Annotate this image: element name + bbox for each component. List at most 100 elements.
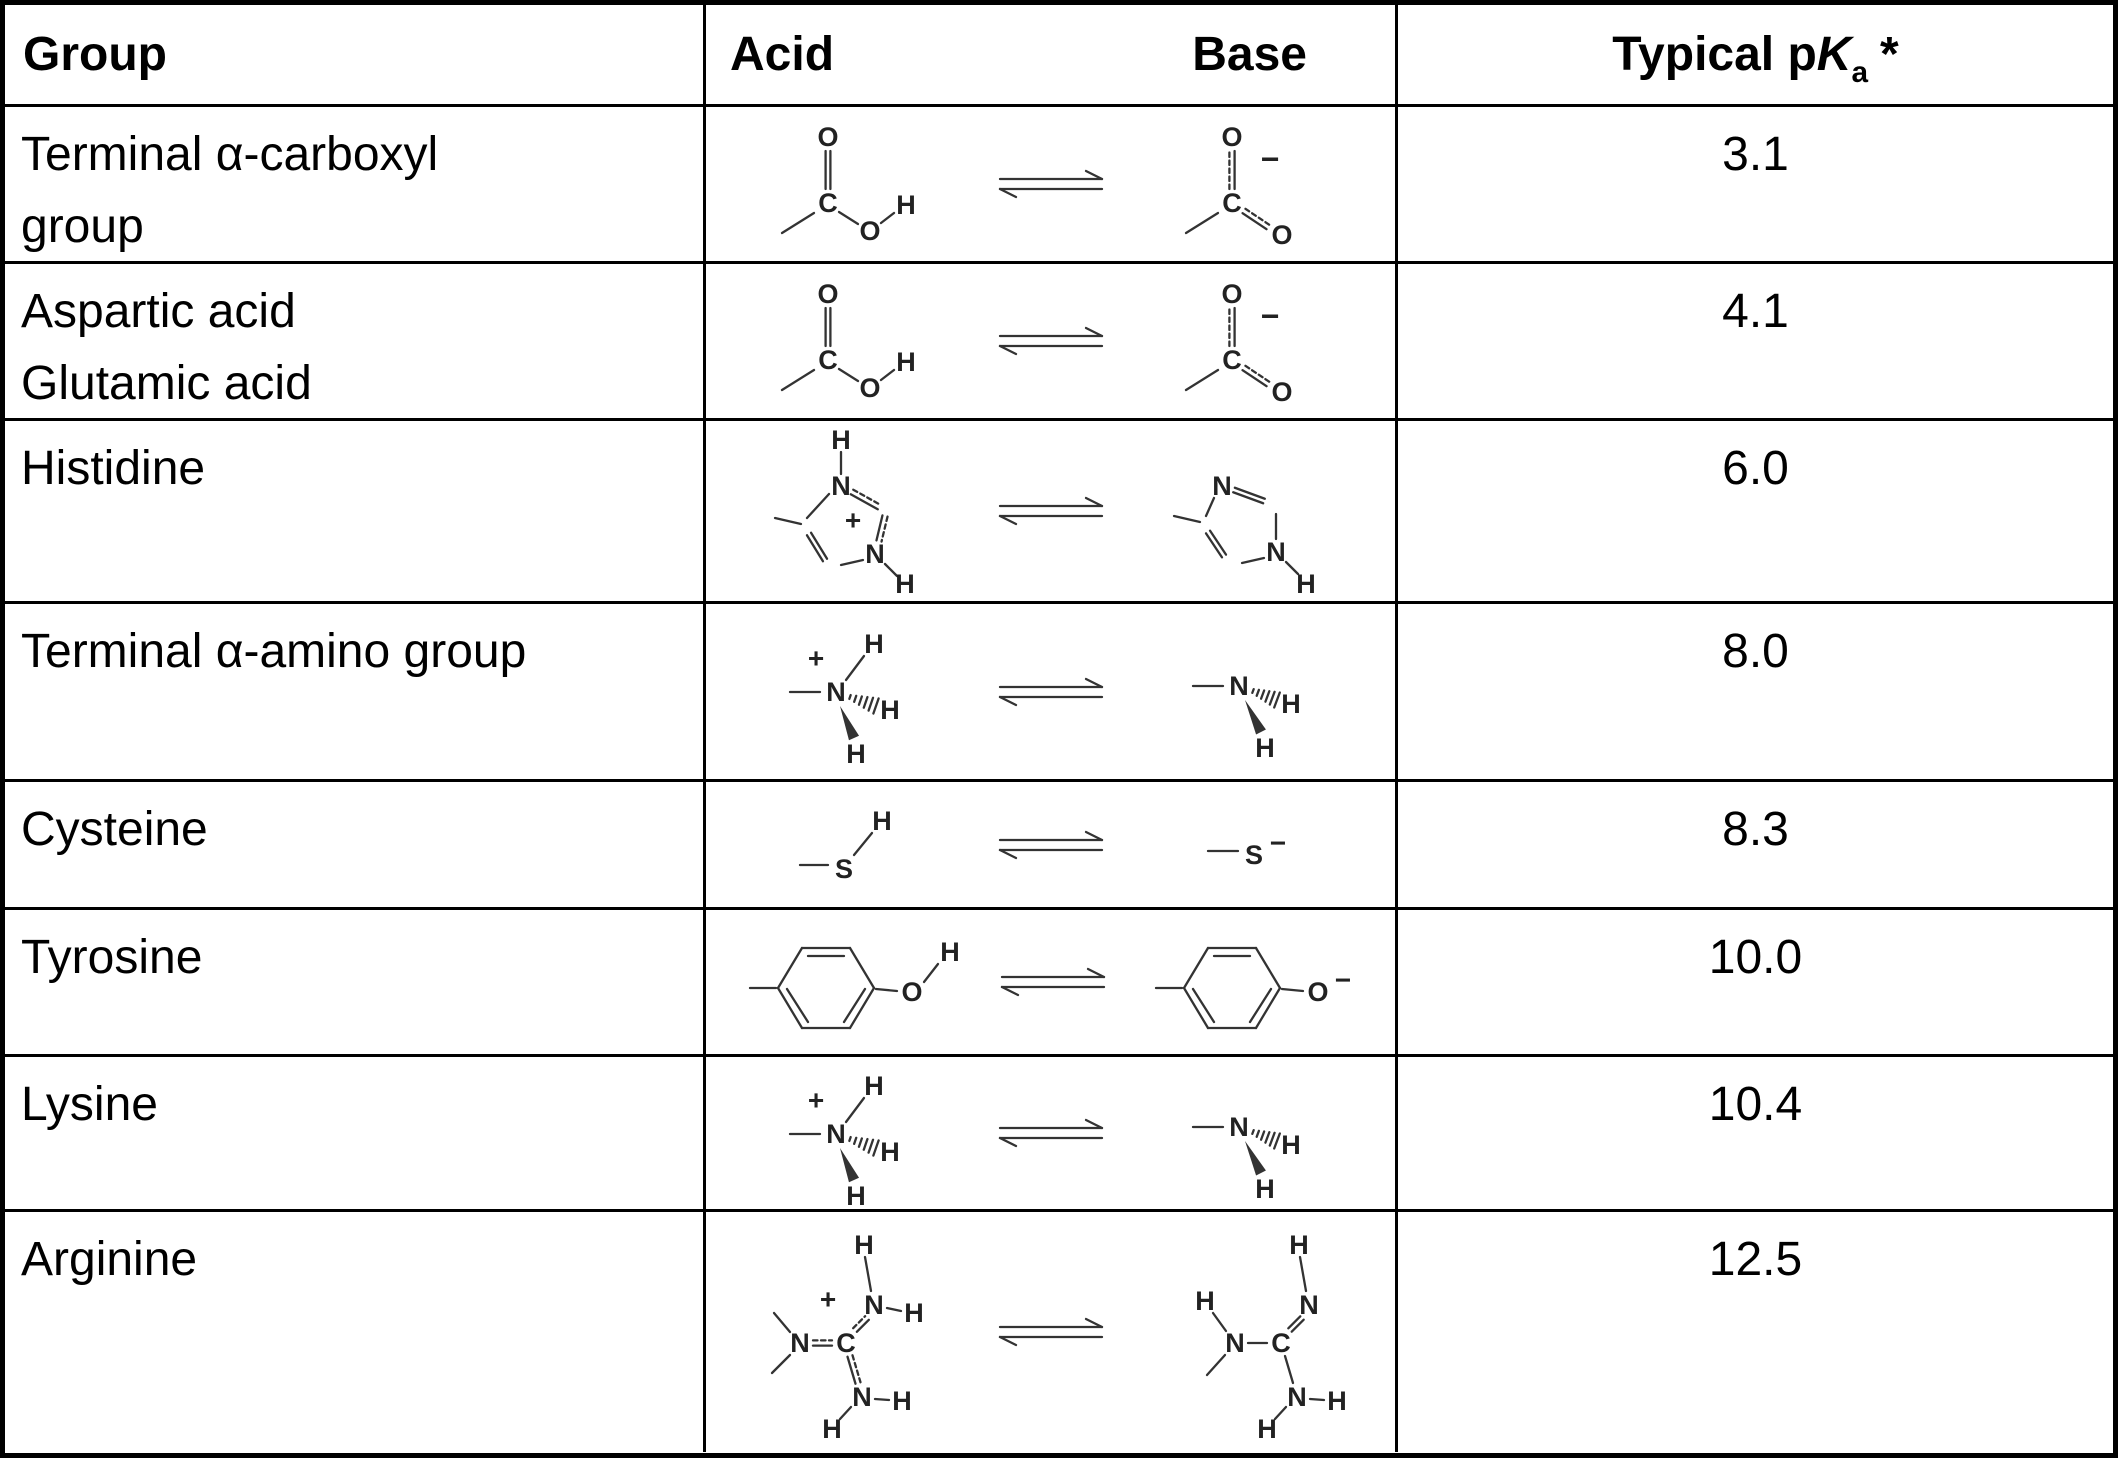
svg-text:H: H xyxy=(854,1230,874,1260)
svg-text:H: H xyxy=(897,347,917,377)
pka-value: 10.4 xyxy=(1708,1078,1803,1131)
svg-text:−: − xyxy=(1270,827,1286,858)
group-cell: Histidine xyxy=(5,421,706,604)
group-cell: Lysine xyxy=(5,1057,706,1212)
svg-text:C: C xyxy=(819,345,839,375)
base-structure: O C O − xyxy=(1170,113,1335,255)
group-cell: Cysteine xyxy=(5,782,706,910)
svg-text:H: H xyxy=(940,937,960,967)
svg-text:N: N xyxy=(864,1290,884,1320)
svg-text:H: H xyxy=(846,1181,866,1211)
svg-text:N: N xyxy=(1267,537,1287,567)
base-structure: S − xyxy=(1190,791,1315,899)
svg-text:O: O xyxy=(818,122,839,152)
svg-text:H: H xyxy=(1256,733,1276,762)
svg-text:C: C xyxy=(1222,188,1242,218)
equilibrium-arrow-icon xyxy=(992,491,1110,531)
header-acid-label: Acid xyxy=(730,28,835,81)
pka-value: 6.0 xyxy=(1722,442,1789,495)
header-pka-sub: a xyxy=(1851,56,1869,89)
group-cell: Arginine xyxy=(5,1212,706,1452)
svg-text:N: N xyxy=(826,1119,846,1149)
svg-text:O: O xyxy=(1271,377,1292,407)
svg-text:H: H xyxy=(1290,1230,1310,1260)
svg-text:C: C xyxy=(1222,345,1242,375)
svg-text:H: H xyxy=(895,569,915,599)
pka-cell: 4.1 xyxy=(1398,264,2113,421)
svg-text:N: N xyxy=(1288,1382,1308,1412)
svg-text:+: + xyxy=(808,643,824,674)
svg-text:O: O xyxy=(860,216,881,246)
svg-text:H: H xyxy=(880,695,900,725)
pka-cell: 3.1 xyxy=(1398,107,2113,264)
svg-text:−: − xyxy=(1260,141,1279,177)
svg-text:O: O xyxy=(1271,220,1292,250)
svg-text:+: + xyxy=(845,505,861,536)
pka-cell: 10.0 xyxy=(1398,910,2113,1057)
svg-text:H: H xyxy=(831,425,851,455)
group-cell: Terminal α-amino group xyxy=(5,604,706,782)
equilibrium-arrow-icon xyxy=(992,825,1110,865)
svg-text:H: H xyxy=(1282,1130,1302,1160)
svg-text:O: O xyxy=(818,279,839,309)
svg-text:N: N xyxy=(865,539,885,569)
svg-text:+: + xyxy=(820,1284,836,1315)
acid-structure: H N H + C N N H H xyxy=(744,1225,954,1439)
svg-text:H: H xyxy=(904,1298,924,1328)
svg-text:H: H xyxy=(1258,1414,1278,1439)
svg-text:H: H xyxy=(1282,689,1302,719)
svg-text:−: − xyxy=(1260,298,1279,334)
pka-value: 3.1 xyxy=(1722,128,1789,181)
pka-value: 12.5 xyxy=(1708,1233,1803,1286)
svg-text:−: − xyxy=(1335,965,1351,996)
svg-text:H: H xyxy=(1297,569,1317,599)
svg-text:H: H xyxy=(1328,1386,1348,1416)
svg-text:N: N xyxy=(826,677,846,707)
svg-text:H: H xyxy=(1256,1174,1276,1203)
equilibrium-arrow-icon xyxy=(992,321,1110,361)
svg-text:H: H xyxy=(873,806,893,836)
equilibrium-arrow-icon xyxy=(992,1312,1110,1352)
svg-text:N: N xyxy=(1230,1112,1250,1142)
header-pka-asterisk: * xyxy=(1880,28,1899,81)
group-cell: Aspartic acid Glutamic acid xyxy=(5,264,706,421)
svg-text:H: H xyxy=(864,1071,884,1101)
pka-cell: 8.3 xyxy=(1398,782,2113,910)
group-cell: Tyrosine xyxy=(5,910,706,1057)
svg-text:O: O xyxy=(1221,122,1242,152)
svg-text:H: H xyxy=(892,1386,912,1416)
svg-text:H: H xyxy=(1196,1286,1216,1316)
pka-cell: 12.5 xyxy=(1398,1212,2113,1452)
svg-text:O: O xyxy=(901,977,922,1007)
pka-cell: 10.4 xyxy=(1398,1057,2113,1212)
base-structure: O C O − xyxy=(1170,270,1335,412)
svg-text:S: S xyxy=(835,854,853,884)
svg-text:C: C xyxy=(836,1328,856,1358)
equilibrium-arrow-icon xyxy=(992,164,1110,204)
equilibrium-arrow-icon xyxy=(992,1113,1110,1153)
header-base-label: Base xyxy=(1192,28,1307,81)
acid-structure: N H H H + xyxy=(774,614,924,769)
equilibrium-arrow-icon xyxy=(992,672,1110,712)
